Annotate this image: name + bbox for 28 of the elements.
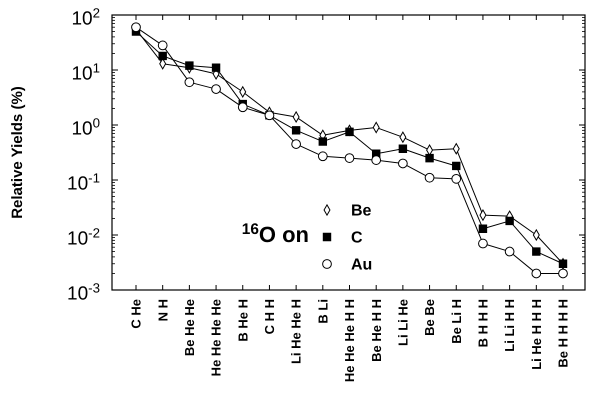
x-tick-label: Be Be — [422, 299, 438, 336]
x-tick-label: C He — [128, 299, 144, 329]
x-tick-label: Li Li H H — [502, 299, 518, 352]
legend-title: $^{16}$O on — [242, 220, 309, 247]
x-tick-label: Li He He H — [288, 299, 304, 364]
y-tick-label: 10$^{2}$ — [71, 5, 100, 30]
x-tick-label: Be Li H — [448, 299, 464, 344]
y-tick-label: 10$^{-1}$ — [67, 170, 100, 194]
x-tick-label: N H — [155, 299, 170, 322]
x-tick-label: B Li — [315, 299, 330, 324]
y-tick-label: 10$^{1}$ — [71, 60, 100, 84]
y-axis-title: Relative Yields (%) — [9, 86, 26, 219]
x-tick-label: He He He He — [208, 299, 224, 376]
x-tick-label: Li Li He — [395, 299, 410, 346]
y-tick-label: 10$^{0}$ — [71, 115, 100, 140]
x-tick-label: Be He H H — [368, 299, 384, 362]
y-tick-label: 10$^{-2}$ — [67, 225, 100, 250]
y-tick-label: 10$^{-3}$ — [67, 280, 100, 304]
x-tick-label: C H H — [262, 299, 277, 334]
legend-label: Au — [351, 256, 372, 274]
legend-label: Be — [351, 202, 372, 220]
legend-label: C — [351, 230, 363, 247]
x-tick-label: He He He H H — [342, 299, 358, 382]
x-tick-label: Be He He — [182, 299, 197, 356]
x-tick-label: Li He H H H — [528, 299, 544, 370]
x-tick-label: Be H H H H — [556, 299, 571, 368]
x-tick-label: B He H — [235, 299, 250, 342]
x-tick-label: B H H H — [475, 299, 490, 348]
